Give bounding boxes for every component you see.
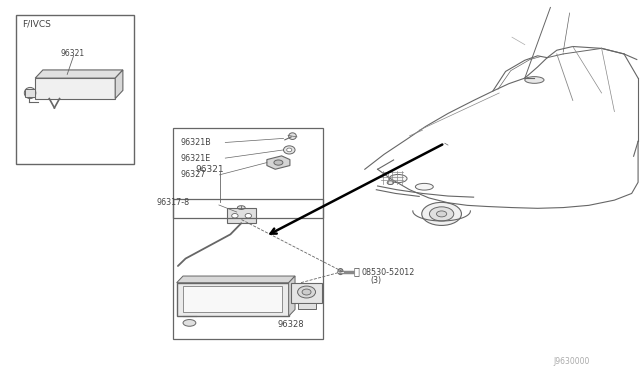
Ellipse shape (415, 183, 433, 190)
Ellipse shape (389, 174, 407, 183)
Text: 96321E: 96321E (180, 154, 211, 163)
Ellipse shape (274, 160, 283, 165)
Ellipse shape (183, 320, 196, 326)
Bar (173, 199, 323, 339)
Text: 96321: 96321 (61, 49, 85, 58)
Polygon shape (183, 286, 282, 312)
Bar (16, 15, 134, 164)
Ellipse shape (429, 207, 454, 221)
Ellipse shape (284, 146, 295, 154)
Ellipse shape (289, 133, 296, 140)
Polygon shape (177, 276, 295, 283)
Ellipse shape (338, 269, 343, 275)
Ellipse shape (302, 289, 311, 295)
Polygon shape (25, 89, 35, 97)
Text: (3): (3) (370, 276, 381, 285)
Text: 96321B: 96321B (180, 138, 211, 147)
Ellipse shape (525, 77, 544, 83)
Polygon shape (177, 283, 289, 316)
Text: Ⓢ: Ⓢ (354, 267, 360, 276)
Bar (173, 128, 323, 218)
Ellipse shape (24, 87, 36, 99)
Text: 96321: 96321 (195, 165, 224, 174)
Ellipse shape (436, 211, 447, 217)
Ellipse shape (422, 202, 461, 225)
Polygon shape (227, 208, 256, 223)
Polygon shape (35, 70, 123, 78)
Ellipse shape (245, 214, 252, 218)
Text: 96327: 96327 (180, 170, 206, 179)
Text: 08530-52012: 08530-52012 (362, 268, 415, 277)
Ellipse shape (232, 214, 238, 218)
Polygon shape (115, 70, 123, 99)
Ellipse shape (298, 286, 316, 298)
Polygon shape (267, 156, 290, 169)
Ellipse shape (237, 206, 245, 209)
Polygon shape (291, 283, 322, 303)
Text: J9630000: J9630000 (554, 357, 590, 366)
Polygon shape (298, 303, 316, 309)
Polygon shape (289, 276, 295, 316)
Text: 96328: 96328 (278, 320, 305, 329)
Ellipse shape (287, 148, 292, 152)
Polygon shape (35, 78, 115, 99)
Text: 96317-8: 96317-8 (157, 198, 190, 207)
Ellipse shape (387, 181, 394, 185)
Text: F/IVCS: F/IVCS (22, 20, 51, 29)
